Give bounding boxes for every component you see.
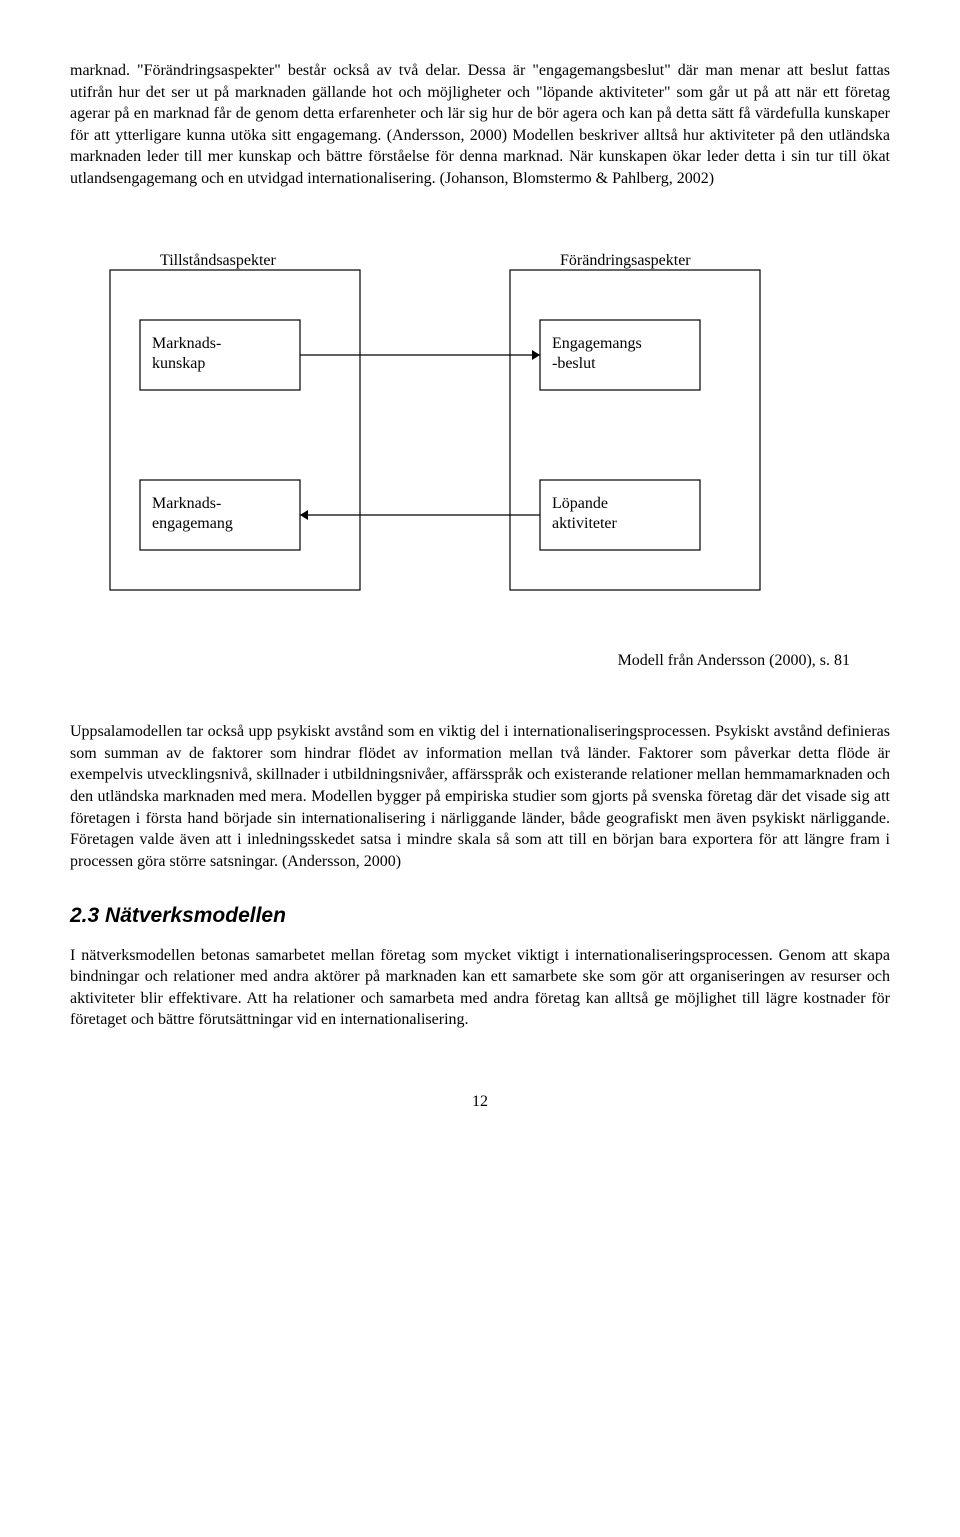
page-number: 12	[70, 1091, 890, 1113]
diagram-caption: Modell från Andersson (2000), s. 81	[70, 650, 850, 672]
svg-text:-beslut: -beslut	[552, 355, 596, 372]
svg-text:Marknads-: Marknads-	[152, 495, 221, 512]
paragraph-1: marknad. "Förändringsaspekter" består oc…	[70, 60, 890, 190]
svg-text:Löpande: Löpande	[552, 495, 608, 512]
svg-text:Tillståndsaspekter: Tillståndsaspekter	[160, 252, 277, 269]
paragraph-3: I nätverksmodellen betonas samarbetet me…	[70, 945, 890, 1031]
svg-text:Engagemangs: Engagemangs	[552, 335, 642, 352]
svg-text:Marknads-: Marknads-	[152, 335, 221, 352]
svg-text:kunskap: kunskap	[152, 355, 205, 372]
svg-text:engagemang: engagemang	[152, 515, 233, 532]
svg-text:Förändringsaspekter: Förändringsaspekter	[560, 252, 691, 269]
section-heading-2-3: 2.3 Nätverksmodellen	[70, 902, 890, 930]
uppsala-model-diagram: Tillståndsaspekter Förändringsaspekter Mar…	[70, 250, 890, 610]
paragraph-2: Uppsalamodellen tar också upp psykiskt a…	[70, 721, 890, 872]
svg-text:aktiviteter: aktiviteter	[552, 515, 618, 532]
